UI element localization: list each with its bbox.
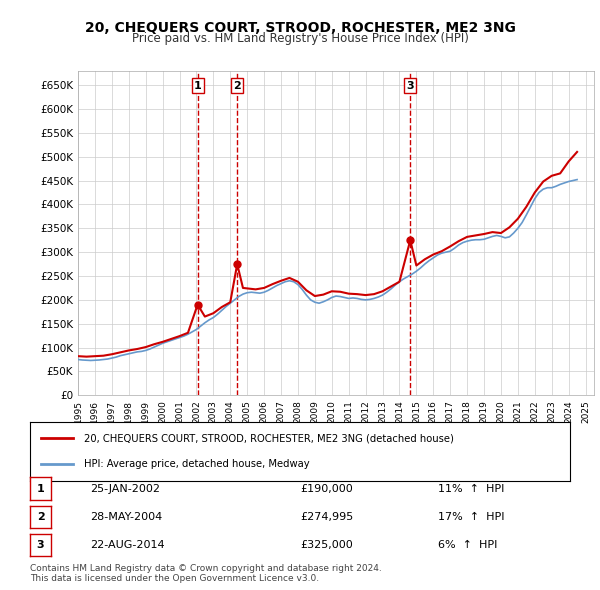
Text: 25-JAN-2002: 25-JAN-2002: [90, 484, 160, 493]
Text: 3: 3: [37, 540, 44, 550]
Text: HPI: Average price, detached house, Medway: HPI: Average price, detached house, Medw…: [84, 460, 310, 469]
Text: 20, CHEQUERS COURT, STROOD, ROCHESTER, ME2 3NG (detached house): 20, CHEQUERS COURT, STROOD, ROCHESTER, M…: [84, 434, 454, 443]
Text: £274,995: £274,995: [300, 512, 353, 522]
Text: £325,000: £325,000: [300, 540, 353, 550]
Text: 11%  ↑  HPI: 11% ↑ HPI: [438, 484, 505, 493]
Text: Price paid vs. HM Land Registry's House Price Index (HPI): Price paid vs. HM Land Registry's House …: [131, 32, 469, 45]
Text: Contains HM Land Registry data © Crown copyright and database right 2024.: Contains HM Land Registry data © Crown c…: [30, 565, 382, 573]
Text: 2: 2: [37, 512, 44, 522]
Text: 28-MAY-2004: 28-MAY-2004: [90, 512, 162, 522]
Text: 1: 1: [194, 80, 202, 90]
Text: 20, CHEQUERS COURT, STROOD, ROCHESTER, ME2 3NG: 20, CHEQUERS COURT, STROOD, ROCHESTER, M…: [85, 21, 515, 35]
Text: 17%  ↑  HPI: 17% ↑ HPI: [438, 512, 505, 522]
Text: £190,000: £190,000: [300, 484, 353, 493]
Text: 6%  ↑  HPI: 6% ↑ HPI: [438, 540, 497, 550]
Text: 2: 2: [233, 80, 241, 90]
Text: 22-AUG-2014: 22-AUG-2014: [90, 540, 164, 550]
Text: 3: 3: [406, 80, 414, 90]
Text: This data is licensed under the Open Government Licence v3.0.: This data is licensed under the Open Gov…: [30, 574, 319, 583]
Text: 1: 1: [37, 484, 44, 493]
